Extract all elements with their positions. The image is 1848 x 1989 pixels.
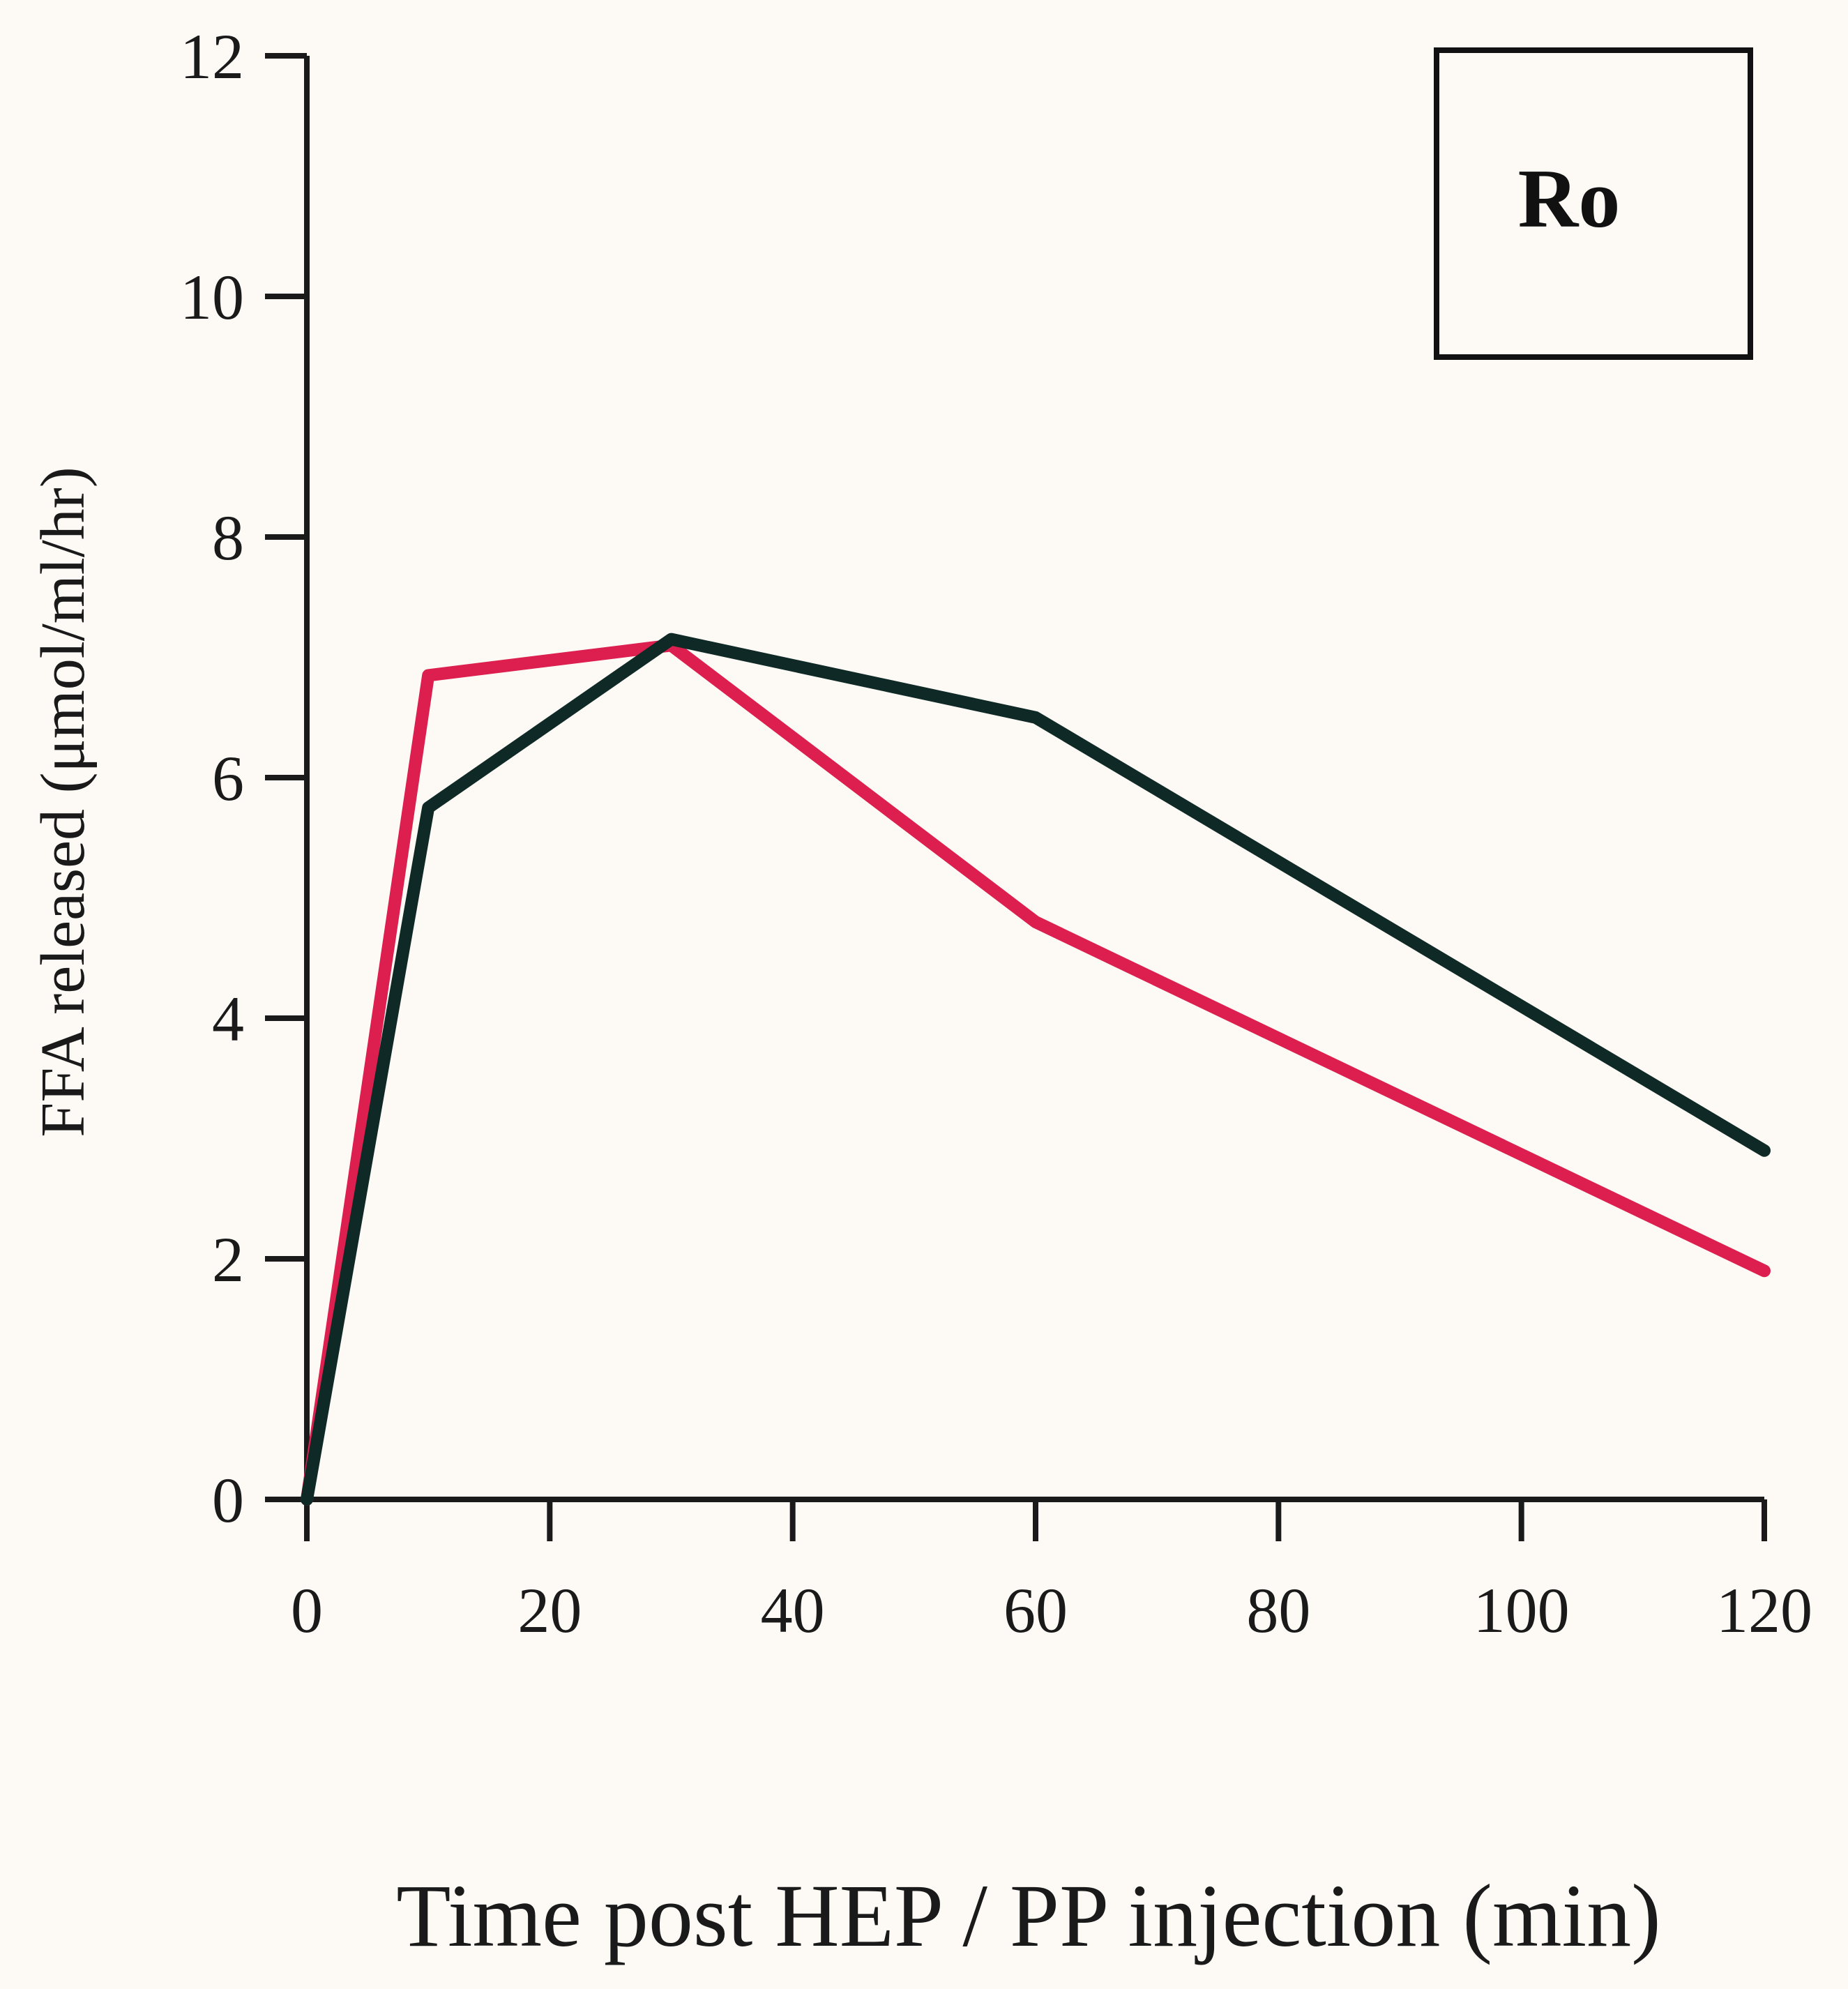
- y-tick-label: 2: [212, 1224, 244, 1295]
- y-axis-title: FFA released (μmol/ml/hr): [29, 467, 98, 1137]
- x-tick-label: 40: [761, 1575, 825, 1646]
- x-tick-label: 20: [517, 1575, 582, 1646]
- y-tick-label: 6: [212, 743, 244, 814]
- y-tick-label: 12: [180, 21, 244, 92]
- panel-label-frame: [1434, 47, 1753, 360]
- y-tick-label: 0: [212, 1465, 244, 1536]
- x-tick-label: 100: [1474, 1575, 1570, 1646]
- series-line-1: [301, 639, 1771, 1506]
- series-line-2: [301, 633, 1771, 1506]
- x-tick-label: 80: [1246, 1575, 1310, 1646]
- x-tick-label: 60: [1003, 1575, 1068, 1646]
- x-tick-label: 120: [1716, 1575, 1812, 1646]
- y-tick-label: 4: [212, 983, 244, 1054]
- y-tick-label: 8: [212, 502, 244, 573]
- x-tick-label: 0: [291, 1575, 323, 1646]
- labels: FFA released (μmol/ml/hr) Time post HEP …: [29, 467, 1661, 1965]
- y-tick-label: 10: [180, 262, 244, 333]
- panel-label: Ro: [1518, 152, 1621, 245]
- x-axis-title: Time post HEP / PP injection (min): [396, 1866, 1661, 1965]
- series-layer: [301, 633, 1771, 1506]
- panel-label-box: Ro: [1434, 47, 1753, 360]
